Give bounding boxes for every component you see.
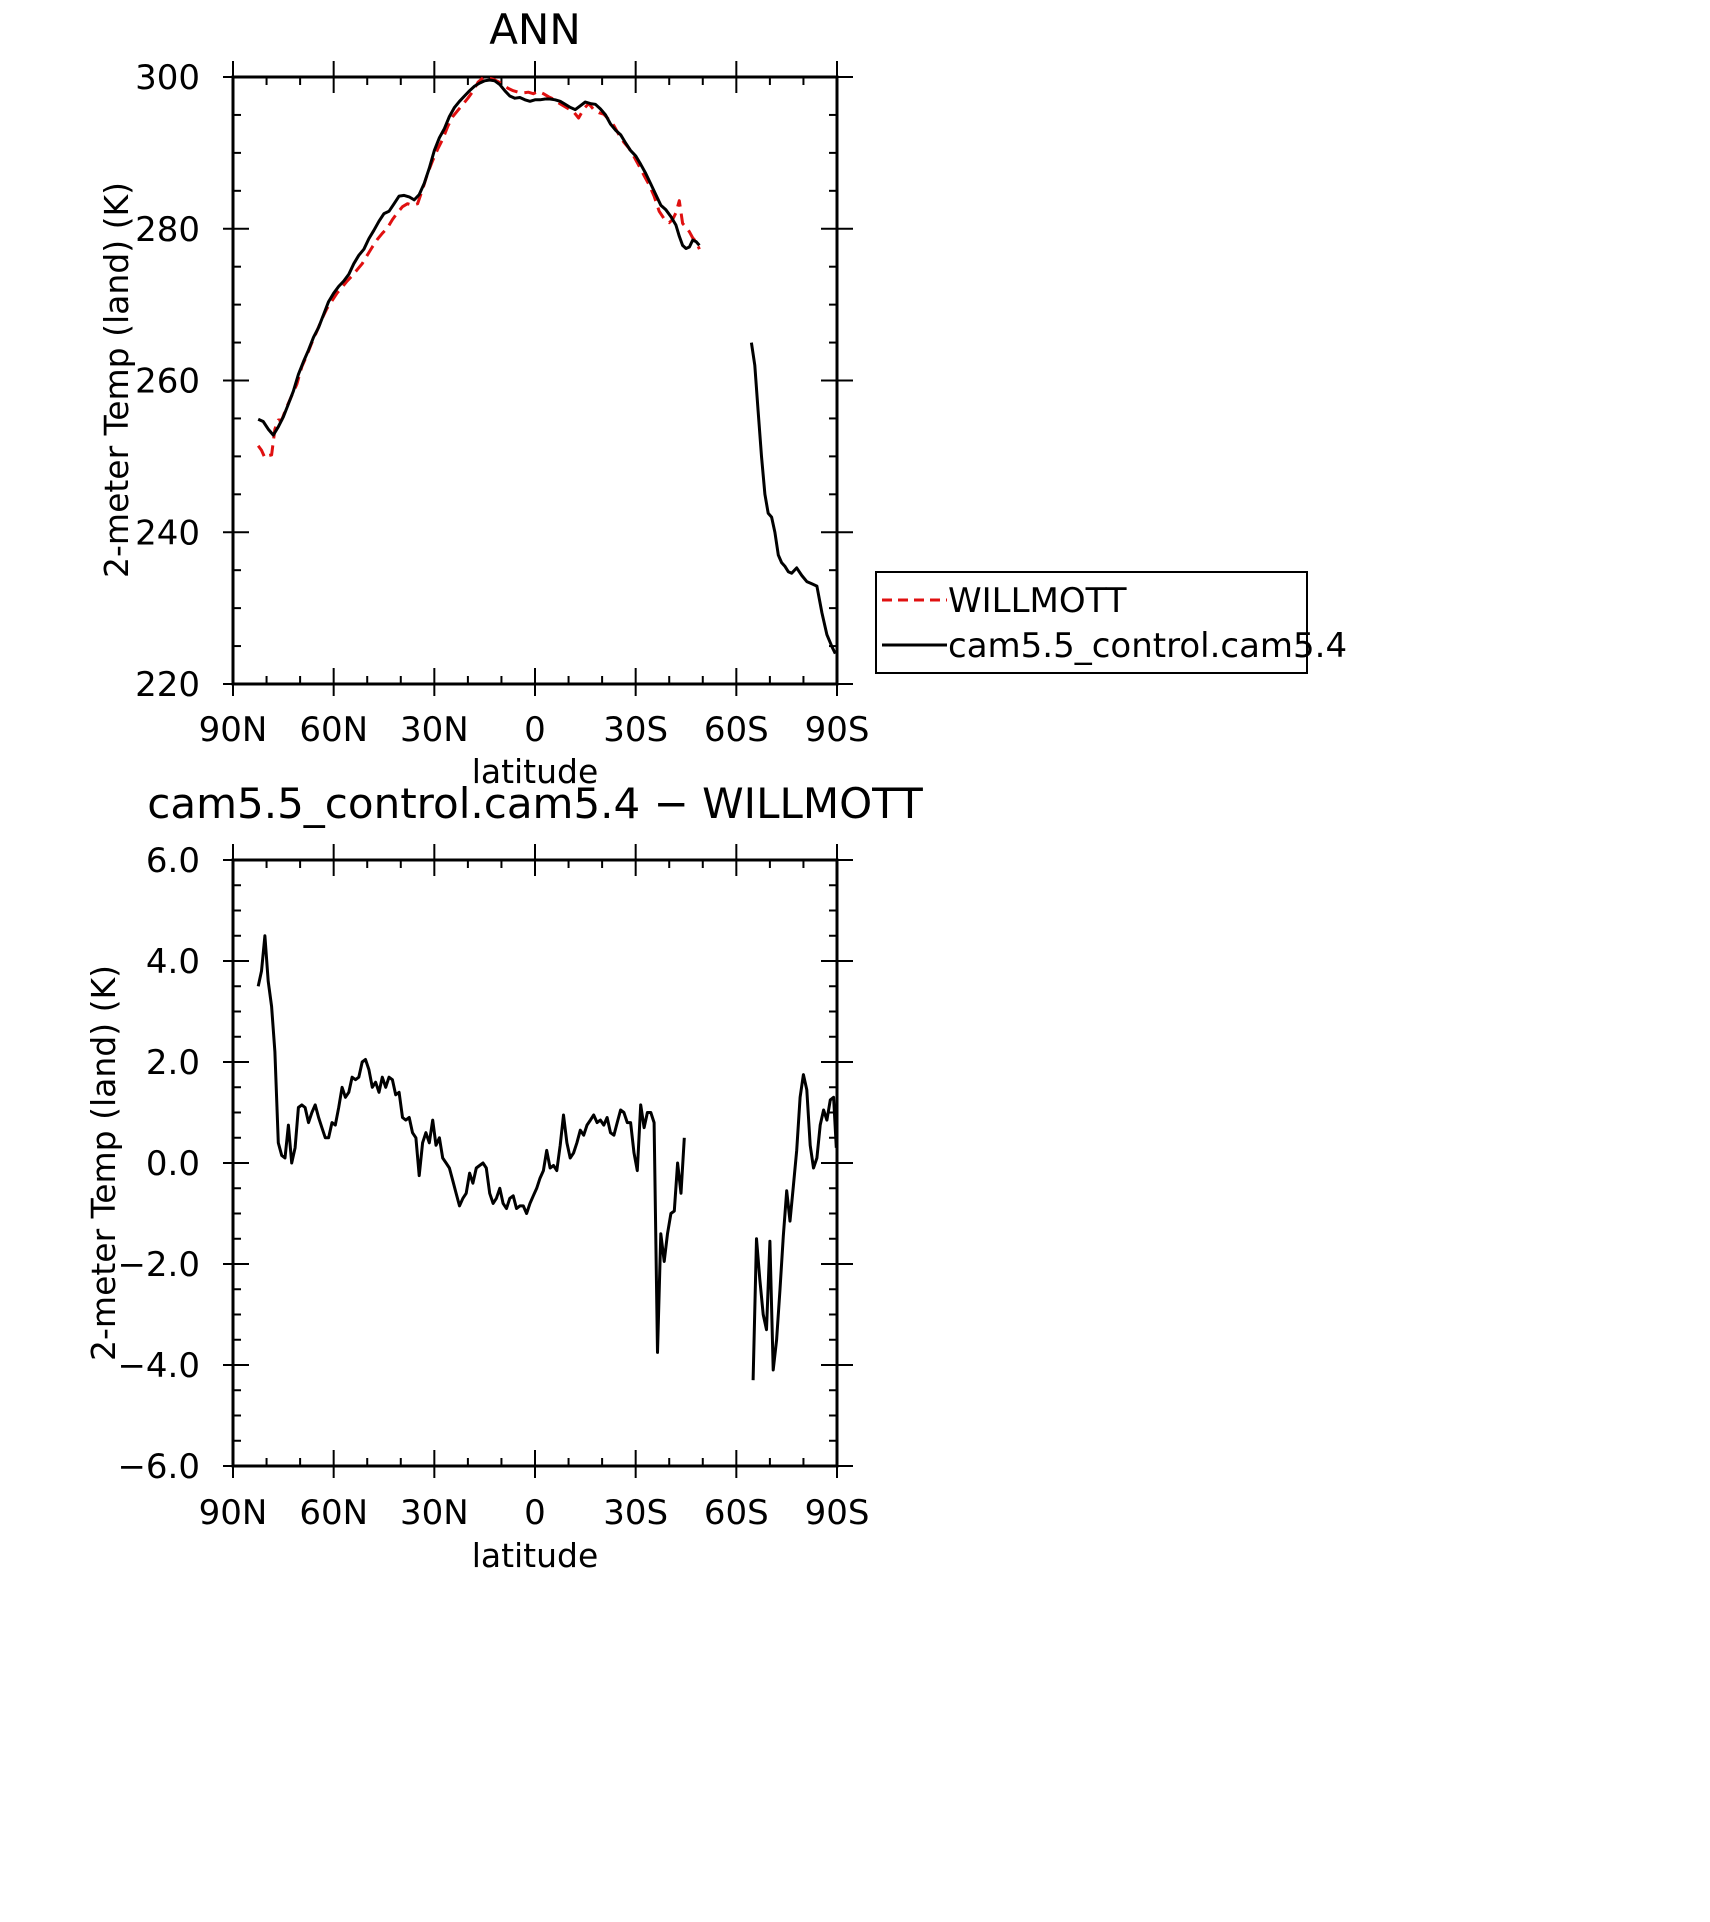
series-line-cam5-5-control-cam5-4	[749, 342, 837, 655]
y-tick-label: 240	[135, 513, 200, 553]
y-tick-label: 280	[135, 210, 200, 250]
y-tick-label: −2.0	[117, 1245, 200, 1285]
y-tick-label: 2.0	[146, 1043, 200, 1083]
legend: WILLMOTT cam5.5_control.cam5.4	[875, 571, 1347, 674]
legend-label-model: cam5.5_control.cam5.4	[948, 626, 1347, 666]
temperature-panel: ANN 220 240 260 280 300 90N 60N 30N 0 30S 60S 90S l…	[97, 5, 869, 791]
series-line-series-0	[751, 1073, 838, 1381]
y-tick-label: −6.0	[117, 1447, 200, 1487]
y-axis-label: 2-meter Temp (land) (K)	[84, 965, 123, 1361]
y-tick-label: 4.0	[146, 942, 200, 982]
y-axis-label: 2-meter Temp (land) (K)	[97, 182, 136, 578]
x-tick-label: 0	[524, 710, 546, 750]
series-line-series-0	[256, 934, 686, 1354]
x-tick-label: 90N	[199, 1493, 268, 1533]
difference-panel: cam5.5_control.cam5.4 − WILLMOTT −6.0 −4.…	[84, 779, 923, 1575]
x-tick-label: 90S	[805, 1493, 870, 1533]
axis-ticks: 220 240 260 280 300 90N 60N 30N 0 30S 60S 90S	[135, 58, 869, 750]
series-layer	[256, 934, 838, 1381]
plot-frame	[231, 858, 839, 1468]
x-tick-label: 30S	[603, 1493, 668, 1533]
x-tick-label: 60N	[299, 1493, 368, 1533]
x-tick-label: 60S	[704, 710, 769, 750]
x-tick-label: 30N	[400, 710, 469, 750]
y-tick-label: 0.0	[146, 1144, 200, 1184]
x-tick-label: 0	[524, 1493, 546, 1533]
series-layer	[256, 76, 837, 655]
y-tick-label: 220	[135, 665, 200, 705]
plot-frame	[231, 75, 839, 686]
x-tick-label: 90N	[199, 710, 268, 750]
y-tick-label: 300	[135, 58, 200, 98]
chart-title: ANN	[489, 5, 581, 54]
x-tick-label: 90S	[805, 710, 870, 750]
y-tick-label: 6.0	[146, 841, 200, 881]
x-axis-label: latitude	[472, 752, 599, 791]
x-tick-label: 60N	[299, 710, 368, 750]
x-axis-label: latitude	[472, 1536, 599, 1575]
legend-box	[875, 571, 1308, 674]
series-line-cam5-5-control-cam5-4	[257, 78, 701, 437]
x-tick-label: 30S	[603, 710, 668, 750]
legend-label-willmott: WILLMOTT	[948, 581, 1127, 621]
x-tick-label: 30N	[400, 1493, 469, 1533]
axis-ticks: −6.0 −4.0 −2.0 0.0 2.0 4.0 6.0 90N 60N 30N 0 30S 60S…	[117, 841, 869, 1533]
y-tick-label: 260	[135, 362, 200, 402]
y-tick-label: −4.0	[117, 1346, 200, 1386]
x-tick-label: 60S	[704, 1493, 769, 1533]
chart-title: cam5.5_control.cam5.4 − WILLMOTT	[147, 779, 923, 828]
series-line-willmott	[256, 76, 701, 460]
